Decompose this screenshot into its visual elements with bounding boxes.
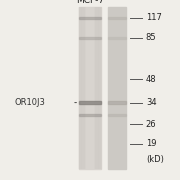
Text: 48: 48 <box>146 75 156 84</box>
Text: 19: 19 <box>146 140 156 148</box>
Text: 117: 117 <box>146 14 162 22</box>
Bar <box>108 7 126 169</box>
Text: 34: 34 <box>146 98 156 107</box>
Text: MCF-7: MCF-7 <box>76 0 104 5</box>
Bar <box>108 17 126 19</box>
Bar <box>79 37 101 39</box>
Bar <box>108 37 126 39</box>
Bar <box>108 101 126 104</box>
Bar <box>79 7 101 169</box>
Text: 26: 26 <box>146 120 156 129</box>
Bar <box>79 101 101 104</box>
Bar <box>108 114 126 116</box>
Text: 85: 85 <box>146 33 156 42</box>
Text: (kD): (kD) <box>146 155 164 164</box>
Bar <box>79 17 101 19</box>
Text: OR10J3: OR10J3 <box>14 98 45 107</box>
Bar <box>79 114 101 116</box>
